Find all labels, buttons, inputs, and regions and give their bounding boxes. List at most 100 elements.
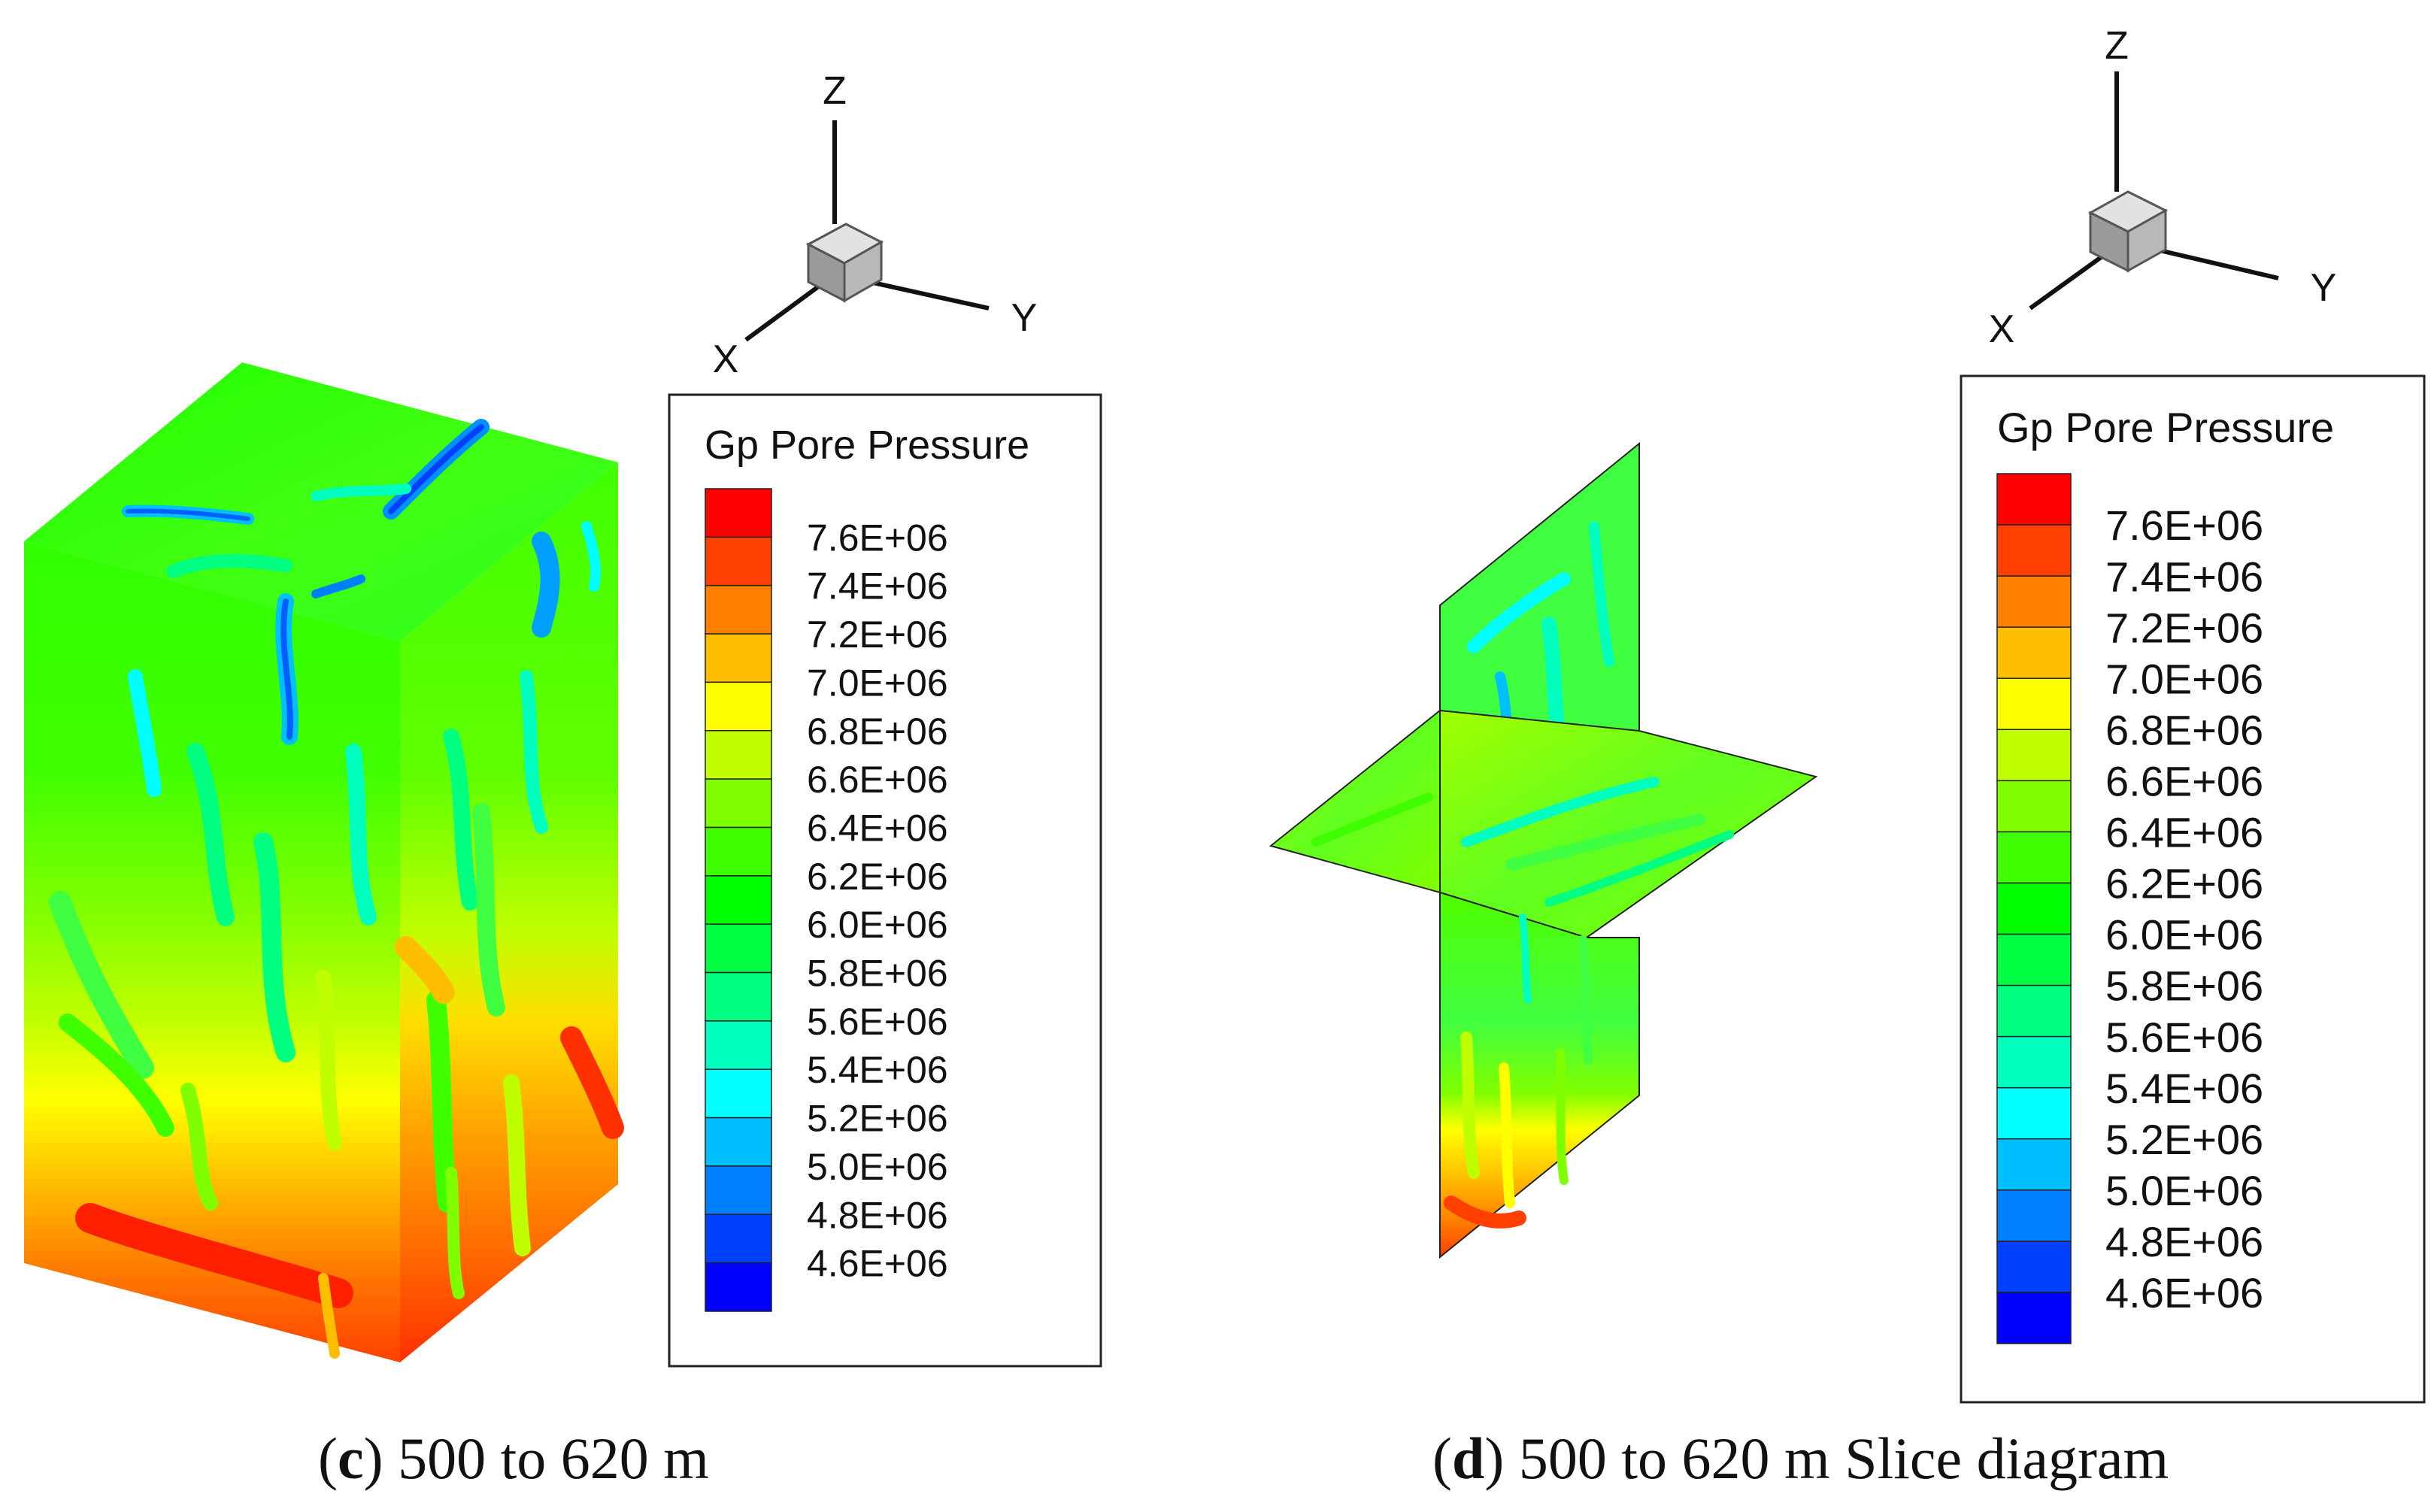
legend-swatch	[705, 826, 772, 877]
legend-label: 7.2E+06	[2105, 604, 2263, 651]
legend-c: Gp Pore Pressure 7.6E+067.4E+067.2E+067.…	[668, 393, 1102, 1368]
axis-label-z: Z	[2105, 24, 2129, 68]
legend-label: 6.2E+06	[807, 856, 948, 898]
legend-swatch	[1996, 984, 2072, 1038]
legend-label: 7.6E+06	[807, 517, 948, 559]
legend-label: 4.6E+06	[807, 1243, 948, 1285]
legend-label: 5.4E+06	[807, 1049, 948, 1091]
legend-labels: 7.6E+06 7.4E+06 7.2E+06 7.0E+06 6.8E+06 6.6E+…	[807, 517, 948, 1284]
caption-text: 500 to 620 m	[398, 1426, 709, 1491]
caption-text: 500 to 620 m Slice diagram	[1518, 1426, 2169, 1491]
legend-label: 6.6E+06	[807, 759, 948, 801]
vertical-slice-lower-contours	[1444, 914, 1593, 1229]
legend-label: 5.2E+06	[807, 1098, 948, 1140]
legend-label: 7.0E+06	[2105, 655, 2263, 702]
legend-label: 6.4E+06	[2105, 809, 2263, 856]
legend-swatch	[1996, 1086, 2072, 1140]
legend-swatch	[705, 1165, 772, 1216]
axis-label-y: Y	[2311, 266, 2337, 310]
caption-letter: c	[337, 1426, 364, 1491]
legend-label: 7.4E+06	[807, 565, 948, 608]
legend-swatch	[1996, 933, 2072, 986]
legend-label: 6.2E+06	[2105, 860, 2263, 908]
legend-swatch	[705, 1020, 772, 1070]
legend-label: 5.8E+06	[2105, 962, 2263, 1010]
legend-label: 7.4E+06	[2105, 553, 2263, 600]
legend-label: 7.6E+06	[2105, 501, 2263, 549]
legend-label: 4.6E+06	[2105, 1269, 2263, 1317]
legend-label: 5.6E+06	[807, 1001, 948, 1043]
legend-swatch	[705, 1262, 772, 1312]
legend-swatch	[1996, 780, 2072, 833]
axis-label-x: X	[713, 338, 739, 381]
legend-swatch	[705, 633, 772, 683]
legend-label: 6.6E+06	[2105, 758, 2263, 805]
legend-label: 5.4E+06	[2105, 1065, 2263, 1112]
horizontal-slice-contours	[1311, 777, 1734, 907]
legend-swatch	[1996, 677, 2072, 731]
axis-label-x: X	[1989, 308, 2015, 351]
legend-swatch	[705, 923, 772, 974]
legend-label: 7.2E+06	[807, 614, 948, 656]
cube-right-face	[400, 462, 618, 1362]
legend-swatch	[705, 1068, 772, 1119]
legend-label: 5.0E+06	[2105, 1167, 2263, 1214]
legend-label: 5.6E+06	[2105, 1014, 2263, 1061]
slice-3d-model	[1269, 441, 1818, 1259]
legend-swatch	[1996, 1292, 2072, 1344]
legend-swatch	[1996, 1138, 2072, 1191]
legend-swatch	[705, 730, 772, 780]
legend-swatch	[705, 1117, 772, 1167]
legend-color-bar	[1996, 473, 2072, 1344]
legend-label: 4.8E+06	[807, 1194, 948, 1236]
axis-label-y: Y	[1011, 296, 1038, 340]
legend-title: Gp Pore Pressure	[1997, 404, 2334, 451]
cube-top-contours	[122, 419, 601, 638]
legend-title: Gp Pore Pressure	[705, 423, 1029, 468]
legend-label: 6.8E+06	[807, 711, 948, 753]
cube-right-contours	[395, 670, 624, 1299]
legend-swatch	[705, 1214, 772, 1264]
legend-swatch	[705, 971, 772, 1022]
legend-label: 7.0E+06	[807, 662, 948, 704]
legend-swatch	[705, 488, 772, 538]
legend-swatch	[705, 778, 772, 829]
legend-swatch	[1996, 1189, 2072, 1242]
legend-label: 6.0E+06	[2105, 911, 2263, 959]
legend-swatch	[1996, 831, 2072, 884]
legend-labels: 7.6E+067.4E+067.2E+067.0E+066.8E+06 6.6E+…	[2105, 501, 2263, 1317]
legend-swatch	[1996, 575, 2072, 628]
legend-label: 6.8E+06	[2105, 706, 2263, 753]
legend-swatch	[1996, 524, 2072, 577]
legend-swatch	[1996, 1035, 2072, 1089]
legend-swatch	[705, 584, 772, 635]
legend-label: 5.0E+06	[807, 1146, 948, 1188]
legend-label: 5.2E+06	[2105, 1116, 2263, 1163]
legend-label: 4.8E+06	[2105, 1218, 2263, 1265]
caption-c: (c) 500 to 620 m	[318, 1426, 709, 1491]
caption-d: (d) 500 to 620 m Slice diagram	[1432, 1426, 2169, 1491]
caption-letter: d	[1451, 1426, 1485, 1491]
cube-front-contours	[49, 574, 377, 1359]
legend-swatch	[705, 536, 772, 586]
legend-swatch	[1996, 626, 2072, 679]
axis-label-z: Z	[823, 69, 847, 113]
horizontal-slice-right	[1439, 709, 1818, 939]
legend-swatch	[1996, 882, 2072, 935]
cube-front-face	[24, 541, 400, 1362]
legend-color-bar	[705, 488, 772, 1312]
axis-triad-d: Z Y X	[1989, 24, 2337, 351]
legend-label: 6.4E+06	[807, 807, 948, 849]
legend-swatch	[705, 875, 772, 925]
axis-triad-c: Z Y X	[713, 69, 1038, 381]
legend-swatch	[705, 681, 772, 732]
legend-swatch	[1996, 473, 2072, 526]
legend-swatch	[1996, 1241, 2072, 1293]
legend-label: 6.0E+06	[807, 904, 948, 946]
legend-swatch	[1996, 729, 2072, 782]
cube-3d-model	[24, 362, 624, 1362]
legend-label: 5.8E+06	[807, 953, 948, 995]
legend-d: Gp Pore Pressure 7.6E+067.4E+067.2E+067.…	[1960, 374, 2426, 1404]
